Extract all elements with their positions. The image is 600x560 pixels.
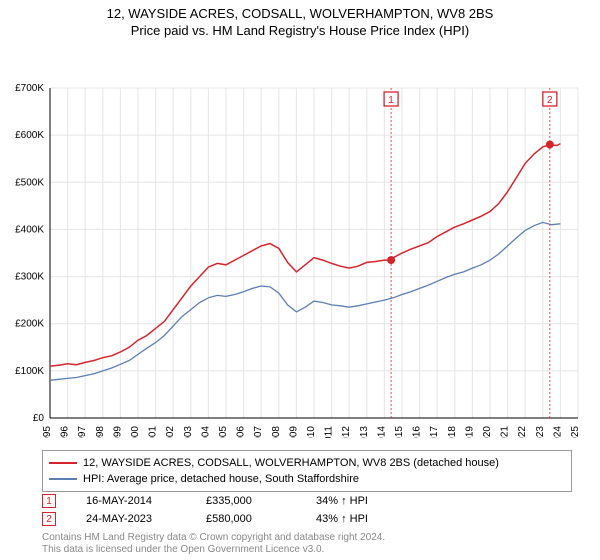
svg-text:2002: 2002 [165, 426, 176, 438]
svg-text:2014: 2014 [376, 426, 387, 438]
event-date: 16-MAY-2014 [86, 495, 176, 507]
svg-text:2010: 2010 [306, 426, 317, 438]
svg-text:£100K: £100K [15, 366, 44, 377]
svg-text:1999: 1999 [112, 426, 123, 438]
svg-text:2022: 2022 [517, 426, 528, 438]
svg-text:1998: 1998 [95, 426, 106, 438]
svg-text:2009: 2009 [288, 426, 299, 438]
svg-text:£600K: £600K [15, 130, 44, 141]
svg-text:2017: 2017 [429, 426, 440, 438]
svg-text:2: 2 [547, 95, 553, 106]
svg-text:1997: 1997 [77, 426, 88, 438]
svg-text:2019: 2019 [464, 426, 475, 438]
legend-item-property: 12, WAYSIDE ACRES, CODSALL, WOLVERHAMPTO… [49, 455, 565, 471]
svg-text:2000: 2000 [130, 426, 141, 438]
svg-text:2004: 2004 [200, 426, 211, 438]
event-row: 2 24-MAY-2023 £580,000 43% ↑ HPI [42, 510, 558, 528]
event-price: £580,000 [206, 513, 286, 525]
svg-text:2024: 2024 [552, 426, 563, 438]
svg-text:2025: 2025 [570, 426, 581, 438]
svg-text:2005: 2005 [218, 426, 229, 438]
svg-text:2016: 2016 [412, 426, 423, 438]
legend-swatch [49, 462, 77, 464]
legend-item-hpi: HPI: Average price, detached house, Sout… [49, 471, 565, 487]
legend-label: HPI: Average price, detached house, Sout… [83, 473, 359, 485]
svg-text:2021: 2021 [500, 426, 511, 438]
event-pct: 34% ↑ HPI [316, 495, 416, 507]
svg-text:2008: 2008 [271, 426, 282, 438]
svg-text:2023: 2023 [535, 426, 546, 438]
event-list: 1 16-MAY-2014 £335,000 34% ↑ HPI 2 24-MA… [42, 492, 558, 528]
footer-attribution: Contains HM Land Registry data © Crown c… [42, 532, 385, 556]
svg-text:2013: 2013 [359, 426, 370, 438]
event-price: £335,000 [206, 495, 286, 507]
footer-line2: This data is licensed under the Open Gov… [42, 544, 385, 556]
svg-text:2011: 2011 [324, 426, 335, 438]
svg-text:£400K: £400K [15, 224, 44, 235]
svg-text:£200K: £200K [15, 319, 44, 330]
footer-line1: Contains HM Land Registry data © Crown c… [42, 532, 385, 544]
svg-text:£0: £0 [33, 413, 45, 424]
title-address: 12, WAYSIDE ACRES, CODSALL, WOLVERHAMPTO… [0, 6, 600, 21]
svg-text:1996: 1996 [60, 426, 71, 438]
event-row: 1 16-MAY-2014 £335,000 34% ↑ HPI [42, 492, 558, 510]
chart-container: 12, WAYSIDE ACRES, CODSALL, WOLVERHAMPTO… [0, 0, 600, 560]
svg-text:£700K: £700K [15, 83, 44, 94]
legend-swatch [49, 478, 77, 480]
svg-text:2020: 2020 [482, 426, 493, 438]
event-date: 24-MAY-2023 [86, 513, 176, 525]
svg-text:2006: 2006 [236, 426, 247, 438]
legend: 12, WAYSIDE ACRES, CODSALL, WOLVERHAMPTO… [42, 450, 572, 492]
event-pct: 43% ↑ HPI [316, 513, 416, 525]
svg-text:£300K: £300K [15, 272, 44, 283]
svg-text:£500K: £500K [15, 177, 44, 188]
svg-text:2007: 2007 [253, 426, 264, 438]
svg-text:1: 1 [388, 95, 394, 106]
line-chart: £0 £100K £200K £300K £400K £500K £600K £700K 199… [0, 38, 600, 438]
svg-text:2012: 2012 [341, 426, 352, 438]
event-marker-icon: 2 [42, 512, 56, 526]
chart-title: 12, WAYSIDE ACRES, CODSALL, WOLVERHAMPTO… [0, 0, 600, 38]
svg-text:2003: 2003 [183, 426, 194, 438]
svg-text:2015: 2015 [394, 426, 405, 438]
svg-text:1995: 1995 [42, 426, 53, 438]
title-subtitle: Price paid vs. HM Land Registry's House … [0, 23, 600, 38]
svg-text:2018: 2018 [447, 426, 458, 438]
legend-label: 12, WAYSIDE ACRES, CODSALL, WOLVERHAMPTO… [83, 457, 499, 469]
svg-text:2001: 2001 [148, 426, 159, 438]
event-marker-icon: 1 [42, 494, 56, 508]
